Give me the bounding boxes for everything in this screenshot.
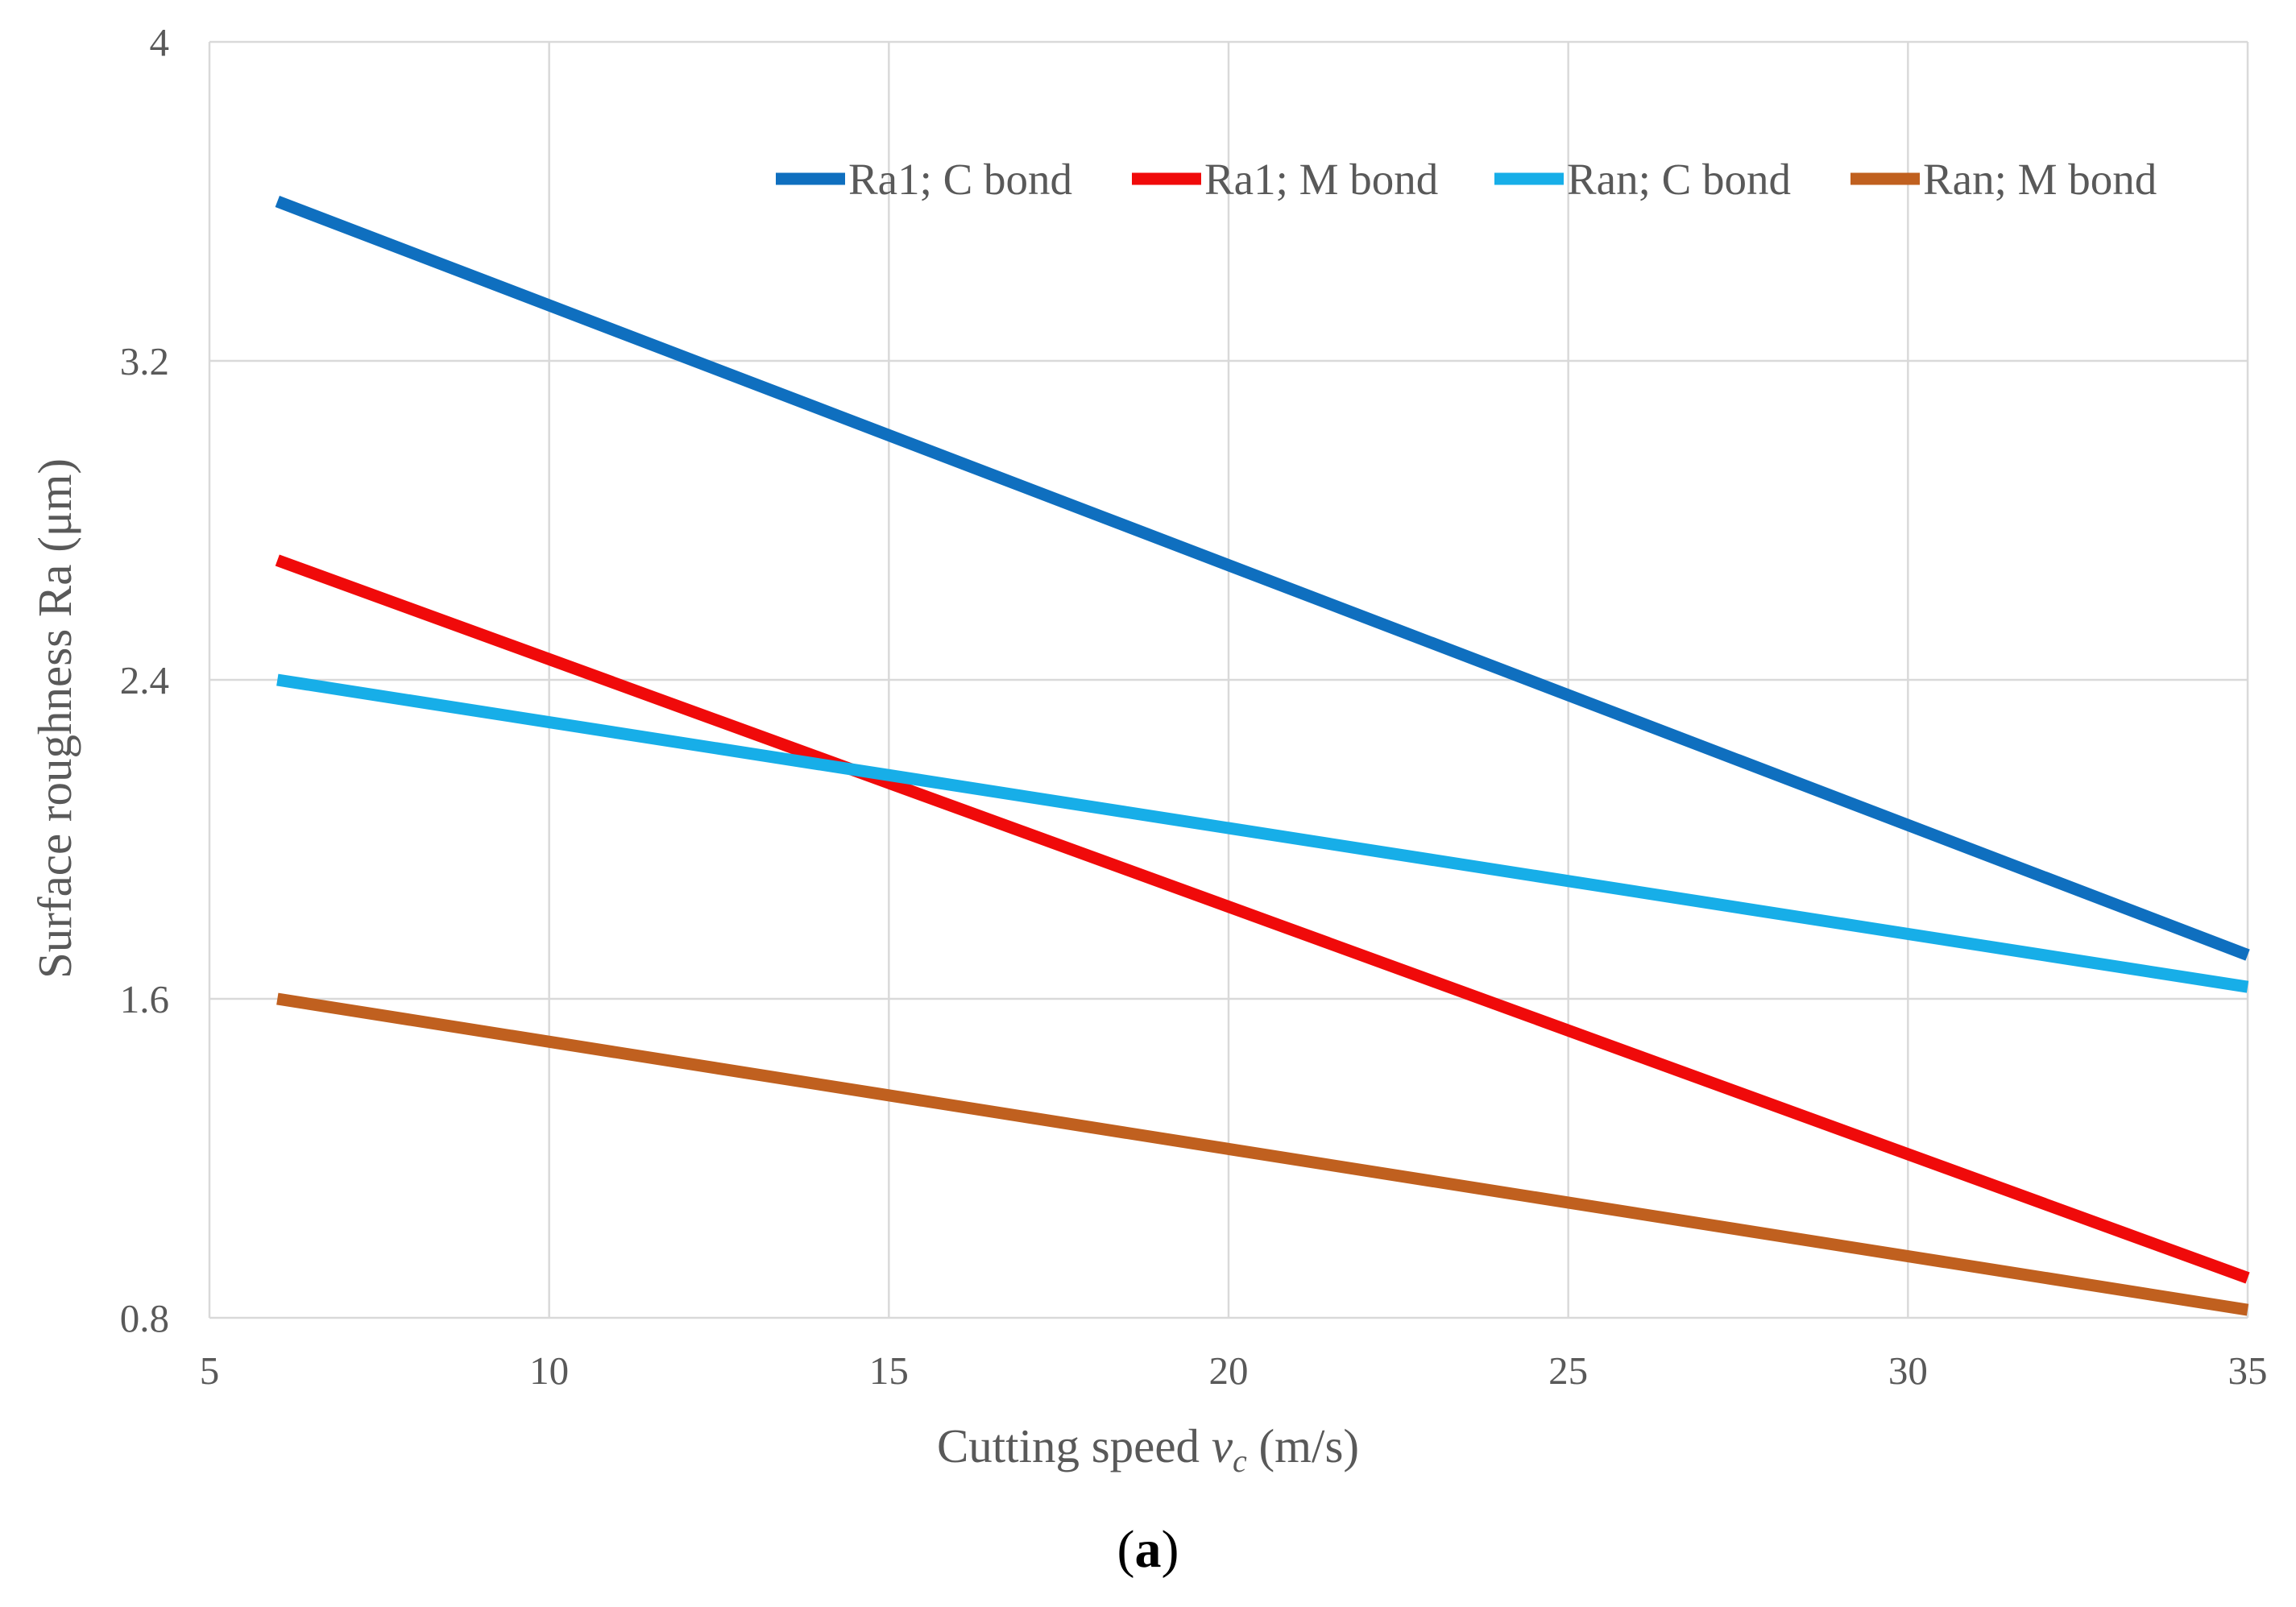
x-axis-title-prefix: Cutting speed: [937, 1419, 1212, 1472]
y-tick-label: 2.4: [120, 658, 169, 702]
y-tick-labels: 0.8 1.6 2.4 3.2 4: [120, 20, 169, 1340]
series-lines: [275, 195, 2250, 1316]
x-axis-title-variable: v: [1212, 1419, 1233, 1472]
legend: Ra1; C bond Ra1; M bond Ran; C bond Ran; M …: [776, 155, 2157, 204]
series-line: [276, 992, 2249, 1316]
x-tick-label: 25: [1548, 1348, 1588, 1393]
y-tick-label: 1.6: [120, 977, 169, 1021]
caption-close-paren: ): [1162, 1520, 1179, 1579]
legend-label: Ra1; C bond: [848, 155, 1072, 204]
series-line: [276, 673, 2249, 993]
x-tick-label: 35: [2228, 1348, 2268, 1393]
x-axis-title-subscript: c: [1233, 1443, 1247, 1479]
grid-lines: [208, 40, 2249, 1319]
x-tick-label: 15: [869, 1348, 909, 1393]
x-tick-label: 20: [1209, 1348, 1249, 1393]
x-axis-title-suffix: (m/s): [1247, 1419, 1359, 1472]
x-axis-title: Cutting speed vc (m/s): [937, 1419, 1359, 1479]
caption-letter: a: [1135, 1520, 1162, 1579]
x-tick-label: 5: [200, 1348, 220, 1393]
panel-caption: (a): [1117, 1520, 1179, 1579]
series-line: [275, 195, 2250, 961]
legend-label: Ran; C bond: [1567, 155, 1791, 204]
x-tick-label: 10: [529, 1348, 569, 1393]
x-tick-label: 30: [1888, 1348, 1928, 1393]
legend-label: Ra1; M bond: [1204, 155, 1438, 204]
series-line: [275, 554, 2250, 1284]
y-axis-title: Surface roughness Ra (μm): [28, 458, 81, 979]
caption-open-paren: (: [1117, 1520, 1135, 1579]
y-tick-label: 4: [150, 20, 170, 64]
y-tick-label: 3.2: [120, 339, 169, 383]
y-tick-label: 0.8: [120, 1296, 169, 1340]
legend-label: Ran; M bond: [1923, 155, 2157, 204]
x-tick-labels: 5 10 15 20 25 30 35: [200, 1348, 2268, 1393]
